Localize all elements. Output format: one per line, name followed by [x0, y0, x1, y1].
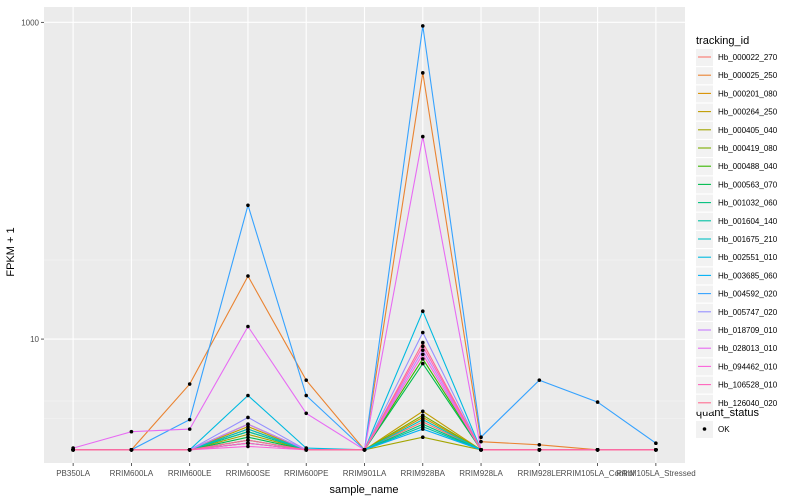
- x-tick-label: RRIM901LA: [343, 469, 387, 478]
- data-point: [246, 415, 250, 420]
- legend-label: Hb_000022_270: [718, 53, 778, 62]
- data-point: [420, 413, 425, 418]
- legend-label: Hb_000025_250: [718, 71, 778, 80]
- data-point: [420, 417, 425, 422]
- legend-label: Hb_001032_060: [718, 199, 778, 208]
- data-point: [420, 409, 425, 414]
- data-point: [246, 427, 250, 431]
- data-point: [246, 203, 250, 208]
- data-point: [420, 330, 425, 335]
- legend-title: tracking_id: [696, 35, 749, 47]
- data-point: [420, 361, 425, 366]
- data-point: [654, 441, 658, 446]
- data-point: [246, 393, 250, 398]
- data-point: [304, 447, 309, 452]
- legend-label: Hb_001675_210: [718, 235, 778, 244]
- data-point: [246, 324, 250, 329]
- data-point: [479, 435, 483, 440]
- x-tick-label: RRIM928LE: [518, 469, 562, 478]
- data-point: [420, 344, 425, 349]
- x-tick-label: PB350LA: [56, 469, 90, 478]
- data-point: [187, 427, 192, 431]
- data-points: [71, 24, 658, 452]
- x-tick-label: RRIM928LA: [459, 469, 503, 478]
- x-tick-label: RRIM600SE: [226, 469, 270, 478]
- data-point: [479, 447, 483, 452]
- x-tick-label: RRIM600PE: [284, 469, 328, 478]
- legend-label: Hb_000405_040: [718, 126, 778, 135]
- legend-label: Hb_126040_020: [718, 399, 778, 408]
- data-point: [420, 357, 425, 361]
- data-point: [246, 429, 250, 434]
- data-point: [246, 444, 250, 449]
- data-point: [187, 447, 192, 452]
- legend-label: Hb_094462_010: [718, 362, 778, 371]
- x-axis-title: sample_name: [329, 484, 398, 496]
- y-tick-label: 1000: [21, 18, 39, 27]
- legend-label: Hb_028013_010: [718, 344, 778, 353]
- shape-legend-label: OK: [718, 425, 730, 434]
- data-point: [595, 447, 600, 452]
- x-tick-label: RRIM105LA_Stressed: [616, 469, 696, 478]
- legend: tracking_id quant_status Hb_000022_270Hb…: [696, 35, 778, 438]
- data-point: [246, 441, 250, 446]
- data-point: [654, 447, 658, 452]
- legend-label: Hb_018709_010: [718, 326, 778, 335]
- data-point: [246, 432, 250, 437]
- y-axis-title: FPKM + 1: [5, 227, 17, 276]
- x-tick-label: RRIM600LE: [168, 469, 212, 478]
- legend-label: Hb_001604_140: [718, 217, 778, 226]
- axes: 10 1000 PB350LA RRIM600LA RRIM600LE RRIM600SE…: [21, 18, 695, 478]
- data-point: [129, 429, 134, 434]
- data-point: [246, 435, 250, 440]
- shape-legend-point: [702, 427, 707, 431]
- data-point: [420, 352, 425, 357]
- data-point: [187, 382, 192, 386]
- data-point: [537, 378, 542, 382]
- x-tick-label: RRIM105LA_Control: [561, 469, 635, 478]
- legend-label: Hb_000563_070: [718, 180, 778, 189]
- data-point: [246, 274, 250, 278]
- data-point: [246, 422, 250, 427]
- legend-label: Hb_000419_080: [718, 144, 778, 153]
- data-point: [420, 340, 425, 345]
- data-point: [537, 442, 542, 447]
- data-point: [420, 309, 425, 313]
- data-point: [304, 378, 309, 382]
- grid-lines: [44, 7, 685, 463]
- legend-label: Hb_000488_040: [718, 162, 778, 171]
- data-point: [595, 400, 600, 404]
- data-point: [187, 417, 192, 422]
- legend-label: Hb_003685_060: [718, 271, 778, 280]
- x-tick-label: RRIM600LA: [110, 469, 154, 478]
- data-point: [479, 439, 483, 444]
- data-point: [129, 447, 134, 452]
- data-point: [537, 447, 542, 452]
- data-point: [246, 438, 250, 442]
- data-point: [304, 393, 309, 398]
- data-point: [71, 447, 75, 452]
- data-point: [304, 411, 309, 416]
- y-tick-label: 10: [30, 335, 39, 344]
- data-point: [420, 427, 425, 431]
- data-point: [420, 24, 425, 28]
- legend-label: Hb_000201_080: [718, 89, 778, 98]
- data-point: [362, 447, 367, 452]
- legend-label: Hb_000264_250: [718, 108, 778, 117]
- x-tick-label: RRIM928BA: [401, 469, 446, 478]
- legend-label: Hb_002551_010: [718, 253, 778, 262]
- data-point: [420, 71, 425, 75]
- legend-label: Hb_106528_010: [718, 381, 778, 390]
- legend-label: Hb_004592_020: [718, 290, 778, 299]
- data-point: [420, 348, 425, 353]
- legend-label: Hb_005747_020: [718, 308, 778, 317]
- data-point: [420, 435, 425, 440]
- data-point: [420, 134, 425, 139]
- data-point: [420, 424, 425, 429]
